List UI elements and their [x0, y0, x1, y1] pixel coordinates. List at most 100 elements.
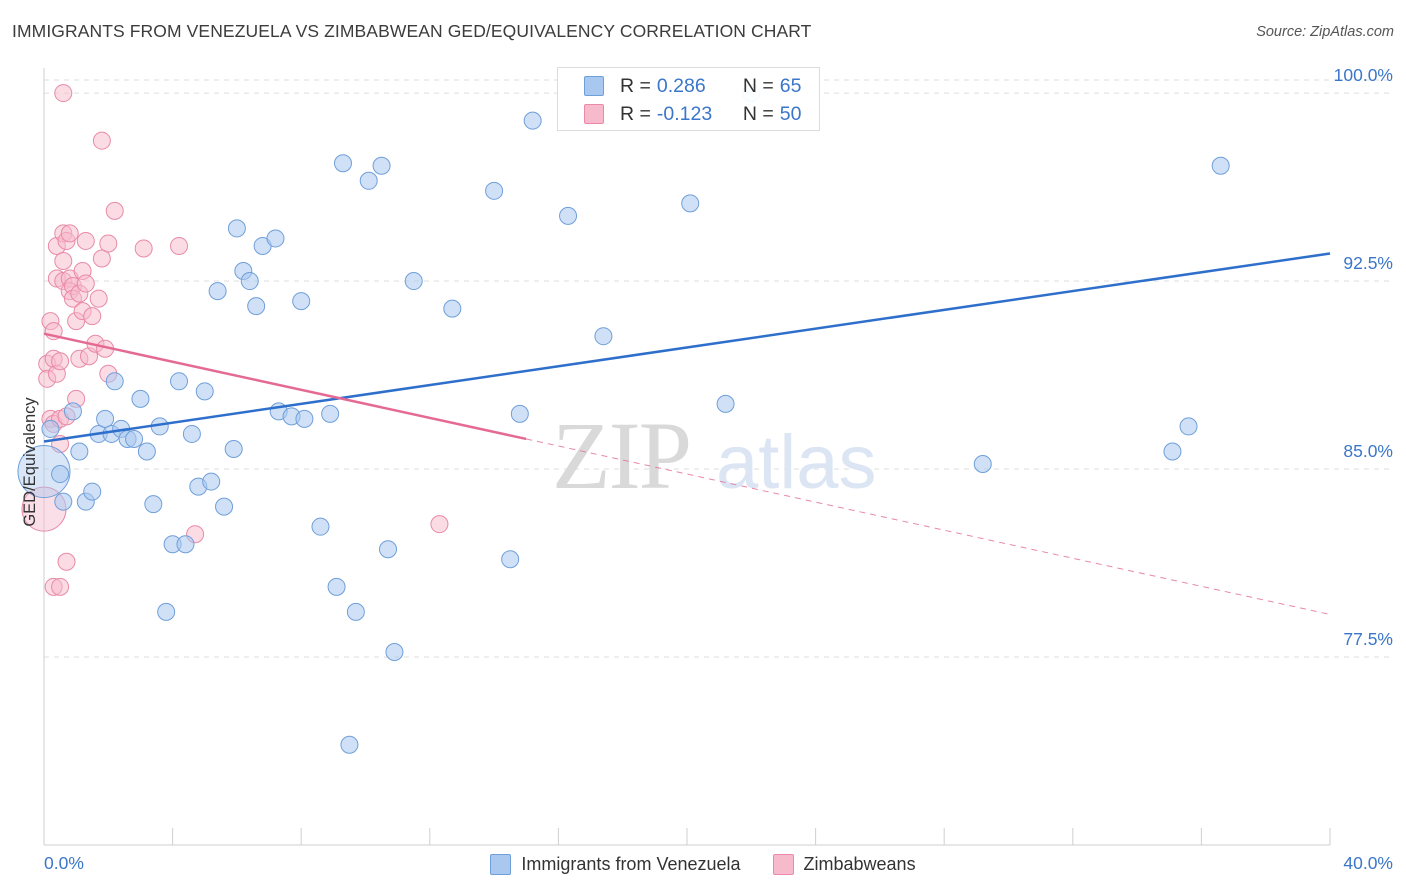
y-tick-label: 92.5% — [1343, 253, 1393, 273]
zimbabwe-trend-extension — [526, 438, 1331, 615]
tick-labels: 77.5% 85.0% 92.5% 100.0% 0.0% 40.0% — [44, 65, 1393, 873]
venezuela-point — [105, 372, 124, 391]
venezuela-point — [443, 299, 462, 318]
venezuela-point — [973, 455, 992, 474]
venezuela-point — [501, 550, 520, 569]
venezuela-point — [379, 540, 398, 559]
legend-n-value: 65 — [779, 74, 802, 97]
legend-n-label: N = — [742, 102, 774, 125]
zimbabwe-point — [170, 236, 189, 255]
venezuela-point — [17, 445, 71, 499]
watermark-zip: ZIP — [552, 402, 690, 509]
venezuela-point — [716, 394, 735, 413]
venezuela-point — [195, 382, 214, 401]
venezuela-point — [404, 272, 423, 291]
venezuela-point — [340, 735, 359, 754]
zimbabwe-point — [54, 84, 73, 103]
trend-lines — [43, 252, 1331, 615]
zimbabwe-point — [51, 577, 70, 596]
legend-r-label: R = — [620, 74, 651, 97]
venezuela-point — [311, 517, 330, 536]
zimbabwe-point — [51, 352, 70, 371]
zimbabwe-point — [105, 201, 124, 220]
legend-swatch-pink — [772, 853, 794, 875]
venezuela-point — [70, 442, 89, 461]
venezuela-point — [1179, 417, 1198, 436]
zimbabwe-point — [92, 131, 111, 150]
venezuela-point — [227, 219, 246, 238]
zimbabwe-point — [92, 249, 111, 268]
venezuela-point — [240, 272, 259, 291]
zimbabwe-point — [83, 307, 102, 326]
zimbabwe-point — [57, 552, 76, 571]
legend-label-zimbabwe: Zimbabweans — [803, 853, 916, 874]
venezuela-point — [51, 465, 70, 484]
series-legend: Immigrants from Venezuela Zimbabweans — [0, 852, 1406, 876]
legend-swatch-pink — [584, 104, 604, 124]
venezuela-point — [54, 492, 73, 511]
venezuela-point — [182, 424, 201, 443]
legend-r-label: R = — [620, 102, 651, 125]
venezuela-point — [247, 297, 266, 316]
venezuela-point — [1163, 442, 1182, 461]
venezuela-point — [346, 602, 365, 621]
venezuela-point — [208, 282, 227, 301]
venezuela-point — [157, 602, 176, 621]
y-tick-label: 77.5% — [1343, 629, 1393, 649]
venezuela-point — [594, 327, 613, 346]
stats-legend: R = 0.286 N = 65 R = -0.123 N = 50 — [557, 67, 820, 131]
legend-swatch-blue — [490, 853, 512, 875]
venezuela-point — [215, 497, 234, 516]
venezuela-point — [202, 472, 221, 491]
zimbabwe-point — [89, 289, 108, 308]
venezuela-point — [83, 482, 102, 501]
x-tick-label: 40.0% — [1343, 853, 1393, 873]
venezuela-point — [333, 154, 352, 173]
venezuela-point — [485, 181, 504, 200]
venezuela-point — [170, 372, 189, 391]
pink-points — [21, 84, 449, 596]
venezuela-point — [523, 111, 542, 130]
venezuela-point — [224, 439, 243, 458]
legend-n-value: 50 — [779, 102, 802, 125]
venezuela-point — [176, 535, 195, 554]
venezuela-point — [125, 429, 144, 448]
venezuela-point — [131, 389, 150, 408]
venezuela-point — [96, 409, 115, 428]
chart-title: IMMIGRANTS FROM VENEZUELA VS ZIMBABWEAN … — [12, 21, 812, 41]
venezuela-point — [144, 495, 163, 514]
legend-label-venezuela: Immigrants from Venezuela — [521, 853, 741, 874]
venezuela-point — [359, 171, 378, 190]
venezuela-point — [266, 229, 285, 248]
venezuela-point — [321, 404, 340, 423]
y-tick-label: 85.0% — [1343, 441, 1393, 461]
source-credit: Source: ZipAtlas.com — [1256, 24, 1394, 40]
venezuela-point — [510, 404, 529, 423]
legend-n-label: N = — [742, 74, 774, 97]
axes — [43, 68, 1331, 846]
legend-r-value: 0.286 — [656, 74, 706, 97]
zimbabwe-point — [99, 234, 118, 253]
zimbabwe-point — [76, 231, 95, 250]
venezuela-trend-line — [43, 252, 1331, 443]
zimbabwe-point — [54, 251, 73, 270]
legend-item-zimbabwe: Zimbabweans — [772, 853, 916, 875]
venezuela-point — [327, 577, 346, 596]
watermark: ZIP atlas — [552, 402, 877, 509]
watermark-atlas: atlas — [716, 420, 877, 505]
venezuela-point — [385, 643, 404, 662]
x-tick-label: 0.0% — [44, 853, 84, 873]
venezuela-point — [63, 402, 82, 421]
legend-swatch-blue — [584, 76, 604, 96]
venezuela-point — [681, 194, 700, 213]
legend-row-venezuela: R = 0.286 N = 65 — [584, 74, 801, 98]
y-tick-label: 100.0% — [1334, 65, 1393, 85]
venezuela-point — [372, 156, 391, 175]
zimbabwe-point — [430, 515, 449, 534]
zimbabwe-point — [76, 274, 95, 293]
legend-item-venezuela: Immigrants from Venezuela — [490, 853, 741, 875]
legend-r-value: -0.123 — [656, 102, 713, 125]
gridlines — [44, 79, 1394, 658]
venezuela-point — [292, 292, 311, 311]
legend-row-zimbabwe: R = -0.123 N = 50 — [584, 102, 801, 126]
